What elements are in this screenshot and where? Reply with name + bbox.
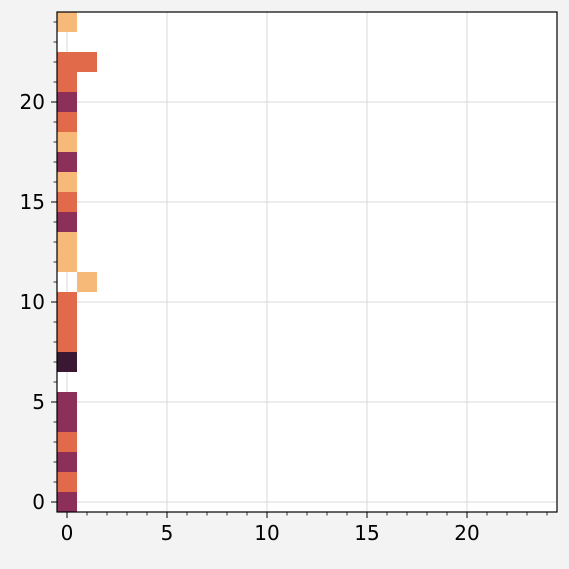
heatmap-cell: [57, 12, 77, 32]
heatmap-cell: [57, 232, 77, 252]
heatmap-cell: [57, 72, 77, 92]
heatmap-cell: [57, 172, 77, 192]
heatmap-cell: [57, 332, 77, 352]
heatmap-cell: [57, 252, 77, 272]
plot-background: [57, 12, 557, 512]
y-tick-label: 20: [20, 90, 45, 114]
heatmap-cell: [57, 312, 77, 332]
y-tick-label: 15: [20, 190, 45, 214]
heatmap-cell: [57, 392, 77, 412]
x-tick-label: 20: [454, 521, 479, 545]
heatmap-cell: [57, 432, 77, 452]
heatmap-cell: [57, 192, 77, 212]
heatmap-cell: [77, 52, 97, 72]
heatmap-cell: [57, 292, 77, 312]
y-tick-label: 0: [32, 490, 45, 514]
x-tick-label: 10: [254, 521, 279, 545]
x-tick-label: 15: [354, 521, 379, 545]
heatmap-cell: [57, 492, 77, 512]
heatmap-cell: [57, 472, 77, 492]
heatmap-cell: [57, 412, 77, 432]
y-tick-label: 5: [32, 390, 45, 414]
heatmap-cell: [57, 352, 77, 372]
x-tick-label: 5: [161, 521, 174, 545]
x-tick-label: 0: [61, 521, 74, 545]
y-tick-label: 10: [20, 290, 45, 314]
heatmap-cell: [57, 152, 77, 172]
heatmap-cell: [77, 272, 97, 292]
heatmap-cell: [57, 132, 77, 152]
heatmap-cell: [57, 112, 77, 132]
heatmap-cell: [57, 52, 77, 72]
heatmap-cell: [57, 452, 77, 472]
heatmap-cell: [57, 212, 77, 232]
heatmap-cell: [57, 92, 77, 112]
